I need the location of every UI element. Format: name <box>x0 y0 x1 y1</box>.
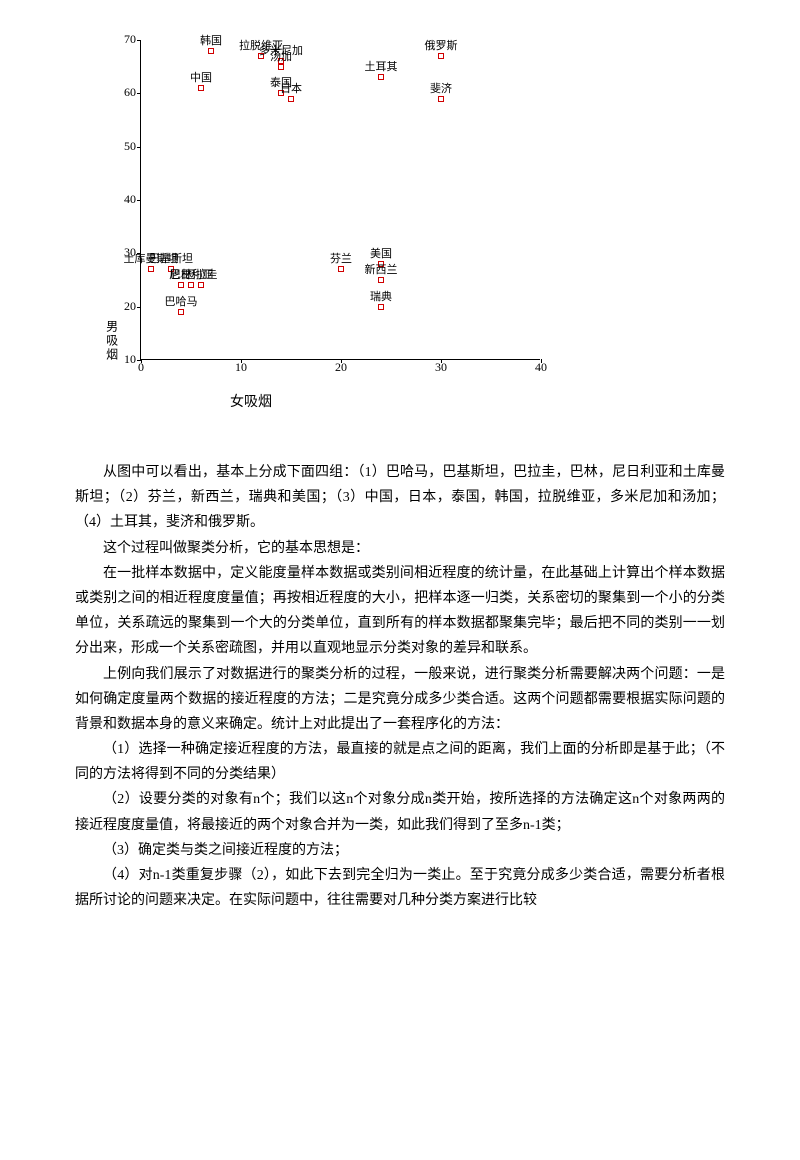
data-point <box>198 282 204 288</box>
paragraph: （2）设要分类的对象有n个；我们以这n个对象分成n类开始，按所选择的方法确定这n… <box>75 787 725 837</box>
data-point <box>438 96 444 102</box>
y-tick-label: 70 <box>111 29 136 51</box>
data-point-label: 瑞典 <box>370 292 392 303</box>
data-point-label: 土耳其 <box>365 62 398 73</box>
data-point-label: 斐济 <box>430 84 452 95</box>
data-point <box>378 74 384 80</box>
paragraph: 从图中可以看出，基本上分成下面四组：（1）巴哈马，巴基斯坦，巴拉圭，巴林，尼日利… <box>75 460 725 536</box>
paragraph: 这个过程叫做聚类分析，它的基本思想是： <box>75 536 725 561</box>
data-point <box>338 266 344 272</box>
data-point <box>208 48 214 54</box>
paragraph: （1）选择一种确定接近程度的方法，最直接的就是点之间的距离，我们上面的分析即是基… <box>75 737 725 787</box>
data-point <box>198 85 204 91</box>
paragraph: （3）确定类与类之间接近程度的方法； <box>75 838 725 863</box>
scatter-chart: 10203040506070010203040韩国中国拉脱维亚多米尼加汤加泰国日… <box>90 30 570 410</box>
data-point-label: 巴基斯坦 <box>149 254 193 265</box>
data-point-label: 韩国 <box>200 36 222 47</box>
data-point <box>378 277 384 283</box>
data-point <box>278 64 284 70</box>
data-point <box>188 282 194 288</box>
data-point <box>178 309 184 315</box>
data-point <box>148 266 154 272</box>
y-tick-label: 40 <box>111 189 136 211</box>
data-point-label: 新西兰 <box>365 265 398 276</box>
plot-area: 10203040506070010203040韩国中国拉脱维亚多米尼加汤加泰国日… <box>140 40 540 360</box>
y-tick-label: 60 <box>111 83 136 105</box>
data-point-label: 日本 <box>280 84 302 95</box>
paragraph: 上例向我们展示了对数据进行的聚类分析的过程，一般来说，进行聚类分析需要解决两个问… <box>75 662 725 738</box>
data-point-label: 巴哈马 <box>165 297 198 308</box>
data-point-label: 汤加 <box>270 52 292 63</box>
data-point <box>438 53 444 59</box>
y-axis-label: 男吸烟 <box>100 320 122 362</box>
y-tick-label: 20 <box>111 296 136 318</box>
paragraph: 在一批样本数据中，定义能度量样本数据或类别间相近程度的统计量，在此基础上计算出个… <box>75 561 725 662</box>
data-point <box>178 282 184 288</box>
x-axis-label: 女吸烟 <box>230 390 272 415</box>
text-content: 从图中可以看出，基本上分成下面四组：（1）巴哈马，巴基斯坦，巴拉圭，巴林，尼日利… <box>0 410 800 913</box>
y-tick-label: 50 <box>111 136 136 158</box>
data-point-label: 芬兰 <box>330 254 352 265</box>
data-point-label: 巴拉圭 <box>185 270 218 281</box>
data-point <box>378 304 384 310</box>
data-point-label: 美国 <box>370 249 392 260</box>
data-point-label: 中国 <box>190 73 212 84</box>
data-point <box>288 96 294 102</box>
data-point-label: 俄罗斯 <box>425 41 458 52</box>
paragraph: （4）对n-1类重复步骤（2），如此下去到完全归为一类止。至于究竟分成多少类合适… <box>75 863 725 913</box>
